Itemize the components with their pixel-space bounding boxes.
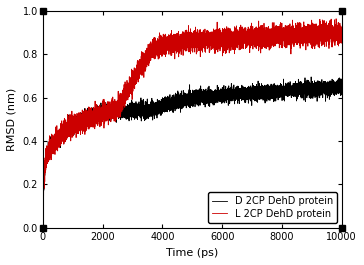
- D 2CP DehD protein: [71, 126, 76, 129]
- D 2CP DehD protein: [215, 96, 219, 100]
- L 2CP DehD protein: [334, 17, 338, 20]
- X-axis label: Time (ps): Time (ps): [166, 248, 218, 258]
- L 2CP DehD protein: [247, 31, 251, 34]
- L 2CP DehD protein: [340, 36, 344, 39]
- L 2CP DehD protein: [40, 221, 45, 224]
- L 2CP DehD protein: [243, 36, 247, 39]
- Line: L 2CP DehD protein: L 2CP DehD protein: [43, 19, 342, 224]
- D 2CP DehD protein: [99, 111, 103, 114]
- Y-axis label: RMSD (nm): RMSD (nm): [7, 88, 17, 151]
- L 2CP DehD protein: [99, 109, 103, 112]
- Line: D 2CP DehD protein: D 2CP DehD protein: [43, 77, 342, 222]
- D 2CP DehD protein: [243, 89, 247, 92]
- L 2CP DehD protein: [325, 29, 330, 33]
- D 2CP DehD protein: [247, 85, 251, 88]
- D 2CP DehD protein: [40, 220, 45, 224]
- D 2CP DehD protein: [325, 91, 330, 94]
- L 2CP DehD protein: [41, 222, 45, 225]
- Legend: D 2CP DehD protein, L 2CP DehD protein: D 2CP DehD protein, L 2CP DehD protein: [209, 192, 337, 223]
- L 2CP DehD protein: [71, 124, 76, 127]
- L 2CP DehD protein: [215, 45, 219, 48]
- D 2CP DehD protein: [309, 75, 313, 78]
- D 2CP DehD protein: [340, 87, 344, 90]
